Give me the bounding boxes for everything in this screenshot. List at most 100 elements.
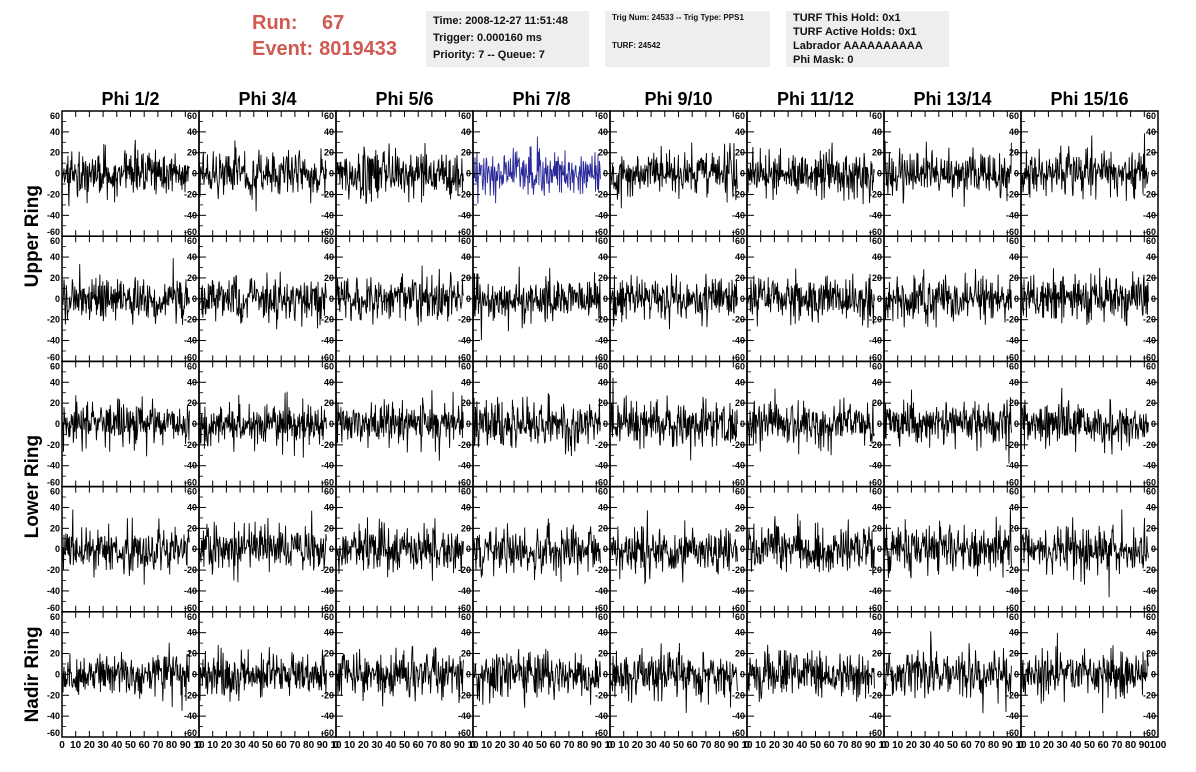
x-tick-label-r5c2-20: 20 bbox=[221, 740, 233, 751]
waveform-trace-r4c7 bbox=[883, 507, 1012, 579]
y-tick-label-right-r4c2--20: -20 bbox=[321, 565, 334, 575]
y-tick-label-right-r5c1--20: -20 bbox=[184, 690, 197, 700]
y-tick-label-right-r3c1-20: 20 bbox=[187, 398, 197, 408]
y-tick-label-right-r2c7--60: -60 bbox=[1006, 352, 1019, 362]
x-tick-label-r5c6-40: 40 bbox=[796, 740, 808, 751]
y-tick-label-right-r1c6-0: 0 bbox=[877, 169, 882, 179]
y-tick-label-left-r1c1-20: 20 bbox=[50, 148, 60, 158]
y-tick-label-right-r3c5-0: 0 bbox=[740, 419, 745, 429]
waveform-trace-r4c3 bbox=[335, 517, 464, 581]
y-tick-label-right-r2c1--20: -20 bbox=[184, 315, 197, 325]
y-tick-label-right-r1c1-0: 0 bbox=[192, 169, 197, 179]
x-tick-label-r5c3-90: 90 bbox=[454, 740, 466, 751]
x-tick-label-r5c2-50: 50 bbox=[262, 740, 274, 751]
waveform-trace-r5c7 bbox=[883, 631, 1012, 714]
y-tick-label-right-r2c8--40: -40 bbox=[1143, 336, 1156, 346]
y-tick-label-right-r5c3-40: 40 bbox=[461, 628, 471, 638]
x-tick-label-r5c5-80: 80 bbox=[714, 740, 726, 751]
y-tick-label-right-r4c3--60: -60 bbox=[458, 603, 471, 613]
waveform-trace-r1c4 bbox=[472, 136, 601, 204]
x-tick-label-r5c6-90: 90 bbox=[865, 740, 877, 751]
y-tick-label-right-r5c1-60: 60 bbox=[187, 612, 197, 622]
x-tick-label-r5c7-0: 0 bbox=[881, 740, 887, 751]
y-tick-label-right-r4c3-40: 40 bbox=[461, 502, 471, 512]
panel-frame-r4c4 bbox=[472, 485, 611, 613]
y-tick-label-right-r3c1-60: 60 bbox=[187, 361, 197, 371]
y-tick-label-right-r4c1-40: 40 bbox=[187, 502, 197, 512]
y-tick-label-left-r1c1-60: 60 bbox=[50, 111, 60, 121]
waveform-trace-r1c1 bbox=[61, 139, 190, 207]
y-tick-label-right-r4c6-60: 60 bbox=[872, 487, 882, 497]
y-tick-label-right-r2c2--20: -20 bbox=[321, 315, 334, 325]
y-tick-label-left-r2c1--20: -20 bbox=[47, 315, 60, 325]
y-tick-label-right-r4c6-40: 40 bbox=[872, 502, 882, 512]
y-tick-label-right-r5c3-60: 60 bbox=[461, 612, 471, 622]
y-tick-label-left-r5c1-0: 0 bbox=[55, 669, 60, 679]
x-tick-label-r5c6-30: 30 bbox=[783, 740, 795, 751]
y-tick-label-right-r1c3--40: -40 bbox=[458, 210, 471, 220]
y-tick-label-right-r3c3--40: -40 bbox=[458, 461, 471, 471]
ring-label-3: Nadir Ring bbox=[22, 626, 43, 722]
x-tick-label-r5c2-80: 80 bbox=[303, 740, 315, 751]
y-tick-label-right-r3c6-0: 0 bbox=[877, 419, 882, 429]
y-tick-label-right-r3c6--60: -60 bbox=[869, 478, 882, 488]
y-tick-label-right-r5c3-0: 0 bbox=[466, 669, 471, 679]
y-tick-label-right-r3c5--20: -20 bbox=[732, 440, 745, 450]
y-tick-label-right-r1c8-20: 20 bbox=[1146, 148, 1156, 158]
x-tick-label-r5c2-10: 10 bbox=[207, 740, 219, 751]
y-tick-label-right-r2c4-40: 40 bbox=[598, 252, 608, 262]
trigger-info-box: Trig Num: 24533 -- Trig Type: PPS1 TURF:… bbox=[605, 11, 770, 67]
x-tick-label-r5c6-50: 50 bbox=[810, 740, 822, 751]
x-tick-label-r5c4-80: 80 bbox=[577, 740, 589, 751]
x-tick-label-r5c3-0: 0 bbox=[333, 740, 339, 751]
x-tick-label-r5c7-100: 10 bbox=[1015, 740, 1027, 751]
y-tick-label-right-r1c4-40: 40 bbox=[598, 127, 608, 137]
waveform-trace-r1c7 bbox=[883, 140, 1012, 207]
y-tick-label-left-r4c1--20: -20 bbox=[47, 565, 60, 575]
y-tick-label-right-r5c7--60: -60 bbox=[1006, 728, 1019, 738]
x-tick-label-r5c1-0: 0 bbox=[59, 740, 65, 751]
y-tick-label-right-r4c7--40: -40 bbox=[1006, 586, 1019, 596]
y-tick-label-right-r4c5-40: 40 bbox=[735, 502, 745, 512]
y-tick-label-right-r2c6-40: 40 bbox=[872, 252, 882, 262]
y-tick-label-right-r1c1-60: 60 bbox=[187, 111, 197, 121]
y-tick-label-right-r1c2--60: -60 bbox=[321, 227, 334, 237]
waveform-trace-r1c5 bbox=[609, 142, 738, 209]
waveform-trace-r4c8 bbox=[1020, 509, 1149, 598]
y-tick-label-right-r1c4--40: -40 bbox=[595, 210, 608, 220]
y-tick-label-right-r2c5--20: -20 bbox=[732, 315, 745, 325]
column-header-3: Phi 5/6 bbox=[375, 89, 433, 109]
y-tick-label-right-r1c6-60: 60 bbox=[872, 111, 882, 121]
y-tick-label-right-r5c3--40: -40 bbox=[458, 711, 471, 721]
y-tick-label-right-r4c4-20: 20 bbox=[598, 523, 608, 533]
y-tick-label-right-r4c2--40: -40 bbox=[321, 586, 334, 596]
y-tick-label-right-r4c6--40: -40 bbox=[869, 586, 882, 596]
y-tick-label-right-r5c1--40: -40 bbox=[184, 711, 197, 721]
y-tick-label-right-r3c6--40: -40 bbox=[869, 461, 882, 471]
column-header-2: Phi 3/4 bbox=[238, 89, 296, 109]
y-tick-label-right-r3c6-20: 20 bbox=[872, 398, 882, 408]
y-tick-label-right-r3c4--40: -40 bbox=[595, 461, 608, 471]
y-tick-label-right-r5c6--60: -60 bbox=[869, 728, 882, 738]
y-tick-label-right-r4c7-40: 40 bbox=[1009, 502, 1019, 512]
time-text: Time: 2008-12-27 11:51:48 bbox=[433, 15, 568, 27]
x-tick-label-r5c5-0: 0 bbox=[607, 740, 613, 751]
y-tick-label-left-r3c1-0: 0 bbox=[55, 419, 60, 429]
y-tick-label-right-r2c4-60: 60 bbox=[598, 236, 608, 246]
y-tick-label-right-r5c6--20: -20 bbox=[869, 690, 882, 700]
y-tick-label-right-r4c4-0: 0 bbox=[603, 544, 608, 554]
y-tick-label-right-r5c5-60: 60 bbox=[735, 612, 745, 622]
y-tick-label-right-r3c3--60: -60 bbox=[458, 478, 471, 488]
y-tick-label-right-r5c1-0: 0 bbox=[192, 669, 197, 679]
y-tick-label-left-r3c1-60: 60 bbox=[50, 361, 60, 371]
y-tick-label-right-r1c3--60: -60 bbox=[458, 227, 471, 237]
y-tick-label-right-r2c8-0: 0 bbox=[1151, 294, 1156, 304]
column-header-6: Phi 11/12 bbox=[777, 89, 854, 109]
y-tick-label-left-r5c1-20: 20 bbox=[50, 649, 60, 659]
x-tick-label-r5c8-70: 70 bbox=[1111, 740, 1123, 751]
y-tick-label-right-r2c8-20: 20 bbox=[1146, 273, 1156, 283]
x-tick-label-r5c8-80: 80 bbox=[1125, 740, 1137, 751]
y-tick-label-right-r3c1--60: -60 bbox=[184, 478, 197, 488]
y-tick-label-right-r5c4-20: 20 bbox=[598, 649, 608, 659]
y-tick-label-left-r1c1--40: -40 bbox=[47, 210, 60, 220]
